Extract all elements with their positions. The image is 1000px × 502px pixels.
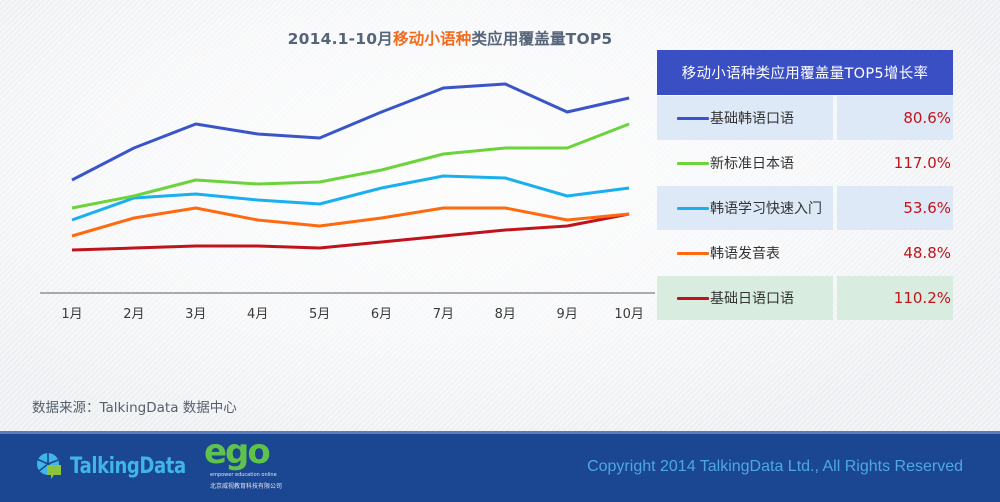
x-tick-label: 7月 — [433, 307, 454, 322]
rate-cell: 117.0% — [837, 141, 953, 185]
rate-cell: 80.6% — [837, 96, 953, 140]
series-name: 基础日语口语 — [710, 288, 794, 308]
series-name: 韩语学习快速入门 — [710, 198, 822, 218]
x-tick-labels: 1月 2月 3月 4月 5月 6月 7月 8月 9月 10月 — [61, 307, 644, 322]
table-row: 韩语学习快速入门 53.6% — [657, 186, 953, 230]
talkingdata-logo-icon — [34, 451, 64, 481]
brand-name: TalkingData — [70, 454, 186, 479]
series-line — [72, 84, 629, 180]
table-row: 基础韩语口语 80.6% — [657, 96, 953, 140]
series-name: 韩语发音表 — [710, 243, 780, 263]
x-tick-label: 1月 — [61, 307, 82, 322]
series-cell: 韩语发音表 — [657, 231, 833, 275]
legend-swatch-icon — [677, 117, 709, 120]
rate-cell: 53.6% — [837, 186, 953, 230]
x-tick-label: 10月 — [614, 307, 644, 322]
x-tick-label: 8月 — [495, 307, 516, 322]
ego-tagline: empower education online — [210, 472, 277, 478]
table-row: 新标准日本语 117.0% — [657, 141, 953, 185]
series-line — [72, 214, 629, 250]
data-source-note: 数据来源：TalkingData 数据中心 — [32, 396, 237, 416]
legend-swatch-icon — [677, 162, 709, 165]
table-row: 基础日语口语 110.2% — [657, 276, 953, 320]
x-tick-label: 6月 — [371, 307, 392, 322]
legend-swatch-icon — [677, 297, 709, 300]
rate-cell: 110.2% — [837, 276, 953, 320]
series-layer — [72, 84, 629, 250]
x-tick-label: 2月 — [123, 307, 144, 322]
series-cell: 基础日语口语 — [657, 276, 833, 320]
table-header: 移动小语种类应用覆盖量TOP5增长率 — [657, 50, 953, 95]
table-row: 韩语发音表 48.8% — [657, 231, 953, 275]
x-tick-label: 9月 — [557, 307, 578, 322]
growth-rate-table: 移动小语种类应用覆盖量TOP5增长率 基础韩语口语 80.6% 新标准日本语 1… — [657, 50, 953, 320]
legend-swatch-icon — [677, 252, 709, 255]
ego-logo-text: ego — [204, 432, 269, 472]
x-tick-label: 4月 — [247, 307, 268, 322]
footer-bar: TalkingData ego empower education online… — [0, 431, 1000, 502]
x-tick-label: 5月 — [309, 307, 330, 322]
copyright-text: Copyright 2014 TalkingData Ltd., All Rig… — [587, 458, 963, 476]
rate-cell: 48.8% — [837, 231, 953, 275]
series-cell: 新标准日本语 — [657, 141, 833, 185]
legend-swatch-icon — [677, 207, 709, 210]
ego-logo: ego empower education online 北京威视教育科技有限公… — [204, 434, 294, 496]
talkingdata-logo: TalkingData — [34, 451, 211, 481]
series-cell: 韩语学习快速入门 — [657, 186, 833, 230]
series-name: 新标准日本语 — [710, 153, 794, 173]
ego-company: 北京威视教育科技有限公司 — [210, 481, 282, 490]
x-tick-label: 3月 — [185, 307, 206, 322]
series-cell: 基础韩语口语 — [657, 96, 833, 140]
series-line — [72, 208, 629, 236]
series-name: 基础韩语口语 — [710, 108, 794, 128]
